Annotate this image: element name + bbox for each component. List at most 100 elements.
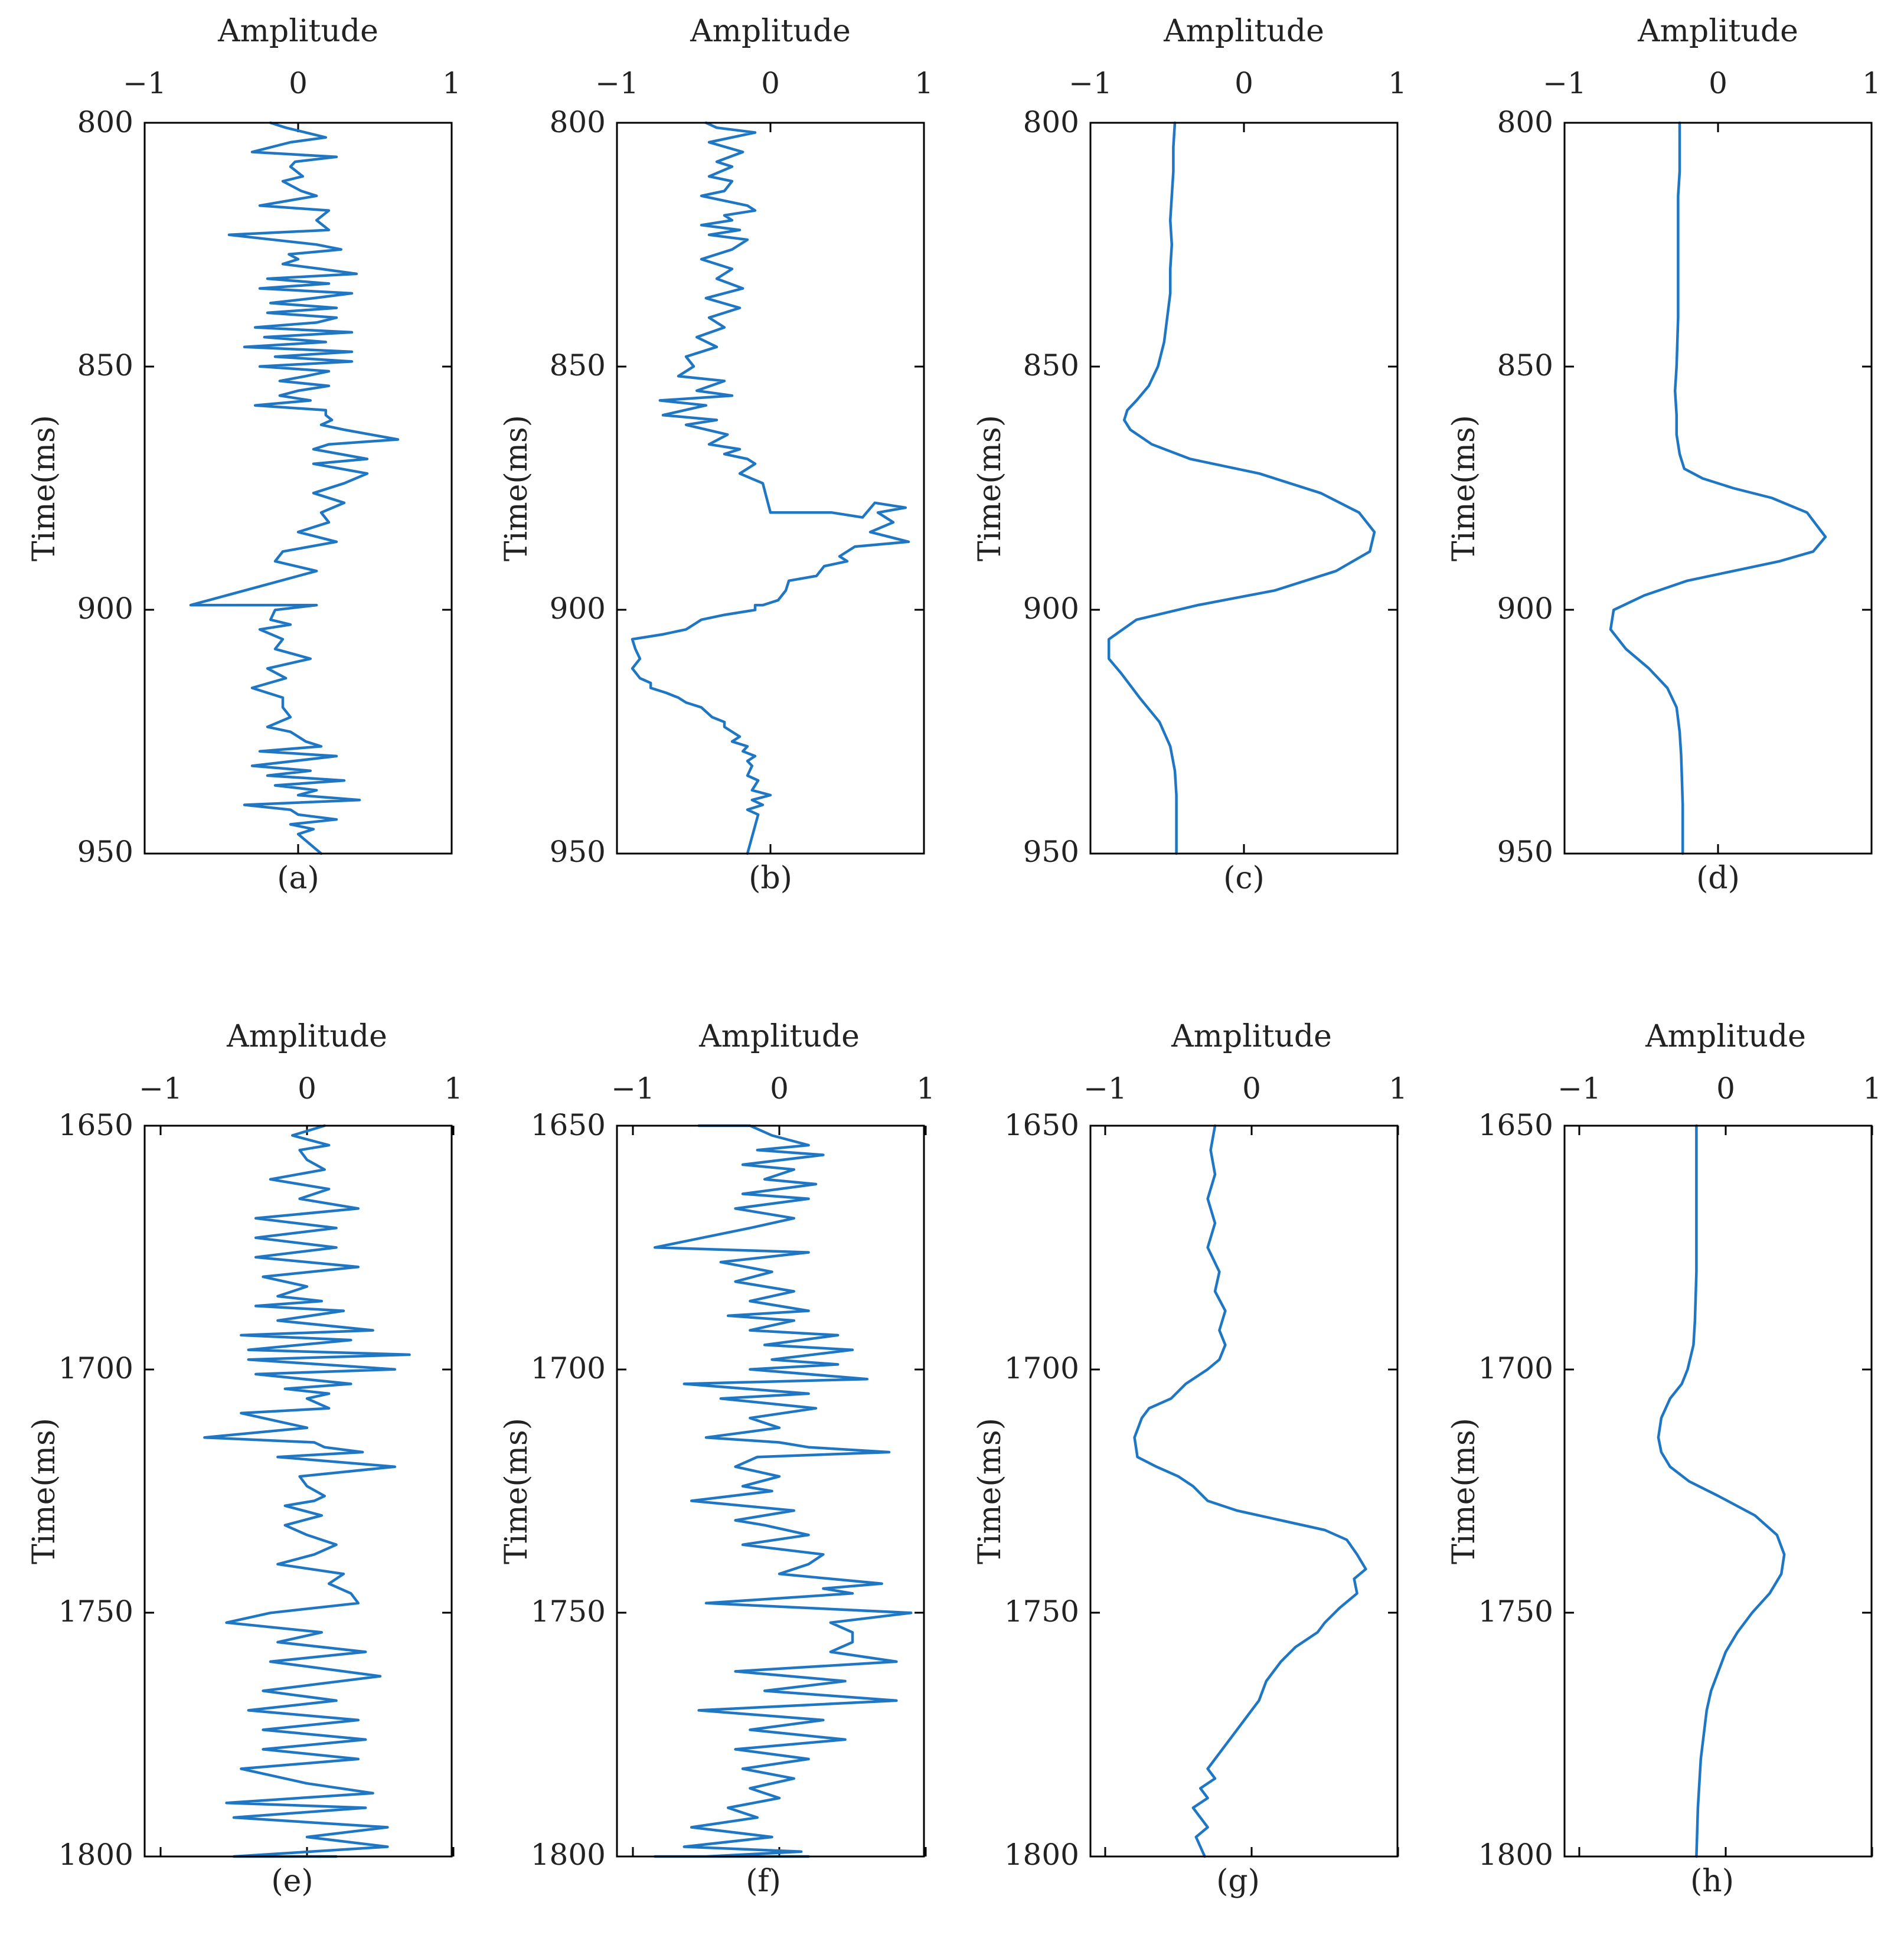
panel-caption: (a)	[277, 861, 319, 896]
panel-e: Amplitude −1 0 1 1650 1700 1750 1800 Tim…	[27, 1019, 463, 1899]
panel-caption: (e)	[271, 1864, 313, 1899]
y-tick-label: 900	[550, 591, 606, 626]
x-tick-label: 1	[916, 1071, 935, 1106]
y-tick-label: 800	[550, 105, 606, 139]
panel-caption: (f)	[746, 1864, 781, 1899]
amplitude-trace	[653, 1124, 913, 1858]
y-tick-label: 900	[1023, 591, 1079, 626]
x-tick-label: −1	[1069, 66, 1112, 100]
x-tick-label: −1	[139, 1071, 182, 1106]
x-tick-label: 0	[770, 1071, 789, 1106]
y-tick-label: 1700	[1478, 1351, 1553, 1385]
x-axis-title: Amplitude	[1171, 1019, 1332, 1054]
plot-frame	[616, 122, 925, 855]
panel-c: Amplitude −1 0 1 800 850 900 950 Time(ms…	[972, 14, 1407, 896]
y-tick-label: 850	[1023, 348, 1079, 383]
y-tick-label: 800	[77, 105, 133, 139]
panel-a: Amplitude −1 0 1 800 850 900 950 Time(ms…	[27, 14, 461, 896]
y-tick-label: 900	[77, 591, 133, 626]
x-axis-title: Amplitude	[1163, 14, 1324, 49]
x-axis-title: Amplitude	[226, 1019, 387, 1054]
x-tick-label: 1	[444, 1071, 463, 1106]
y-axis-title: Time(ms)	[499, 415, 534, 561]
x-tick-label: 1	[1862, 66, 1881, 100]
panel-caption: (g)	[1216, 1864, 1260, 1899]
x-tick-label: 0	[298, 1071, 316, 1106]
y-tick-label: 800	[1023, 105, 1079, 139]
y-tick-label: 800	[1497, 105, 1553, 139]
y-tick-label: 1700	[58, 1351, 133, 1385]
axis-ticks	[1563, 122, 1873, 855]
y-tick-label: 950	[1023, 835, 1079, 869]
plot-frame	[1563, 122, 1873, 855]
y-axis-title: Time(ms)	[972, 1418, 1008, 1564]
y-tick-label: 1750	[1004, 1594, 1079, 1629]
y-tick-label: 1650	[531, 1108, 606, 1142]
axis-ticks	[1090, 1125, 1399, 1858]
x-tick-label: 0	[1242, 1071, 1261, 1106]
x-axis-title: Amplitude	[698, 1019, 860, 1054]
x-tick-label: 0	[289, 66, 308, 100]
panel-caption: (c)	[1223, 861, 1265, 896]
y-tick-label: 1750	[1478, 1594, 1553, 1629]
y-tick-label: 1750	[531, 1594, 606, 1629]
plot-frame	[1089, 122, 1399, 855]
y-axis-title: Time(ms)	[1446, 415, 1482, 561]
axis-ticks	[1089, 122, 1399, 855]
y-tick-label: 1800	[531, 1838, 606, 1872]
axis-ticks	[1565, 1125, 1873, 1858]
panel-g: Amplitude −1 0 1 1650 1700 1750 1800 Tim…	[972, 1019, 1407, 1899]
panel-h: Amplitude −1 0 1 1650 1700 1750 1800 Tim…	[1446, 1019, 1882, 1899]
x-tick-label: 0	[1709, 66, 1727, 100]
x-tick-label: −1	[123, 66, 166, 100]
plot-frame	[143, 1125, 453, 1858]
x-tick-label: 0	[1235, 66, 1253, 100]
y-tick-label: 1650	[1004, 1108, 1079, 1142]
y-tick-label: 1800	[58, 1838, 133, 1872]
y-axis-title: Time(ms)	[972, 415, 1008, 561]
x-tick-label: 1	[1389, 1071, 1407, 1106]
y-tick-label: 1700	[1004, 1351, 1079, 1385]
panel-caption: (d)	[1696, 861, 1740, 896]
y-axis-title: Time(ms)	[27, 415, 62, 561]
x-axis-title: Amplitude	[690, 14, 851, 49]
y-tick-label: 1650	[58, 1108, 133, 1142]
x-axis-title: Amplitude	[1645, 1019, 1806, 1054]
y-axis-title: Time(ms)	[27, 1418, 62, 1564]
plot-frame	[616, 1125, 925, 1858]
x-tick-label: 1	[442, 66, 461, 100]
x-tick-label: −1	[1557, 1071, 1601, 1106]
amplitude-trace	[1609, 121, 1827, 855]
y-tick-label: 1800	[1478, 1838, 1553, 1872]
y-tick-label: 950	[550, 835, 606, 869]
x-axis-title: Amplitude	[1637, 14, 1798, 49]
y-tick-label: 950	[77, 835, 133, 869]
plot-frame	[1563, 1125, 1873, 1858]
x-tick-label: −1	[1083, 1071, 1127, 1106]
axis-ticks	[616, 122, 925, 855]
y-tick-label: 1750	[58, 1594, 133, 1629]
y-tick-label: 850	[1497, 348, 1553, 383]
panel-caption: (h)	[1690, 1864, 1734, 1899]
y-tick-label: 1700	[531, 1351, 606, 1385]
x-tick-label: −1	[1543, 66, 1586, 100]
amplitude-trace	[631, 121, 910, 855]
y-tick-label: 1650	[1478, 1108, 1553, 1142]
y-tick-label: 950	[1497, 835, 1553, 869]
amplitude-trace	[203, 1124, 411, 1858]
y-tick-label: 900	[1497, 591, 1553, 626]
plot-frame	[143, 122, 453, 855]
plot-frame	[1089, 1125, 1399, 1858]
panel-caption: (b)	[749, 861, 792, 896]
amplitude-trace	[1133, 1124, 1367, 1858]
y-tick-label: 850	[77, 348, 133, 383]
x-tick-label: −1	[611, 1071, 655, 1106]
x-tick-label: 0	[761, 66, 780, 100]
y-axis-title: Time(ms)	[1446, 1418, 1482, 1564]
x-tick-label: 1	[915, 66, 933, 100]
panel-f: Amplitude −1 0 1 1650 1700 1750 1800 Tim…	[499, 1019, 935, 1899]
amplitude-trace	[189, 121, 400, 855]
y-axis-title: Time(ms)	[499, 1418, 534, 1564]
x-axis-title: Amplitude	[217, 14, 378, 49]
